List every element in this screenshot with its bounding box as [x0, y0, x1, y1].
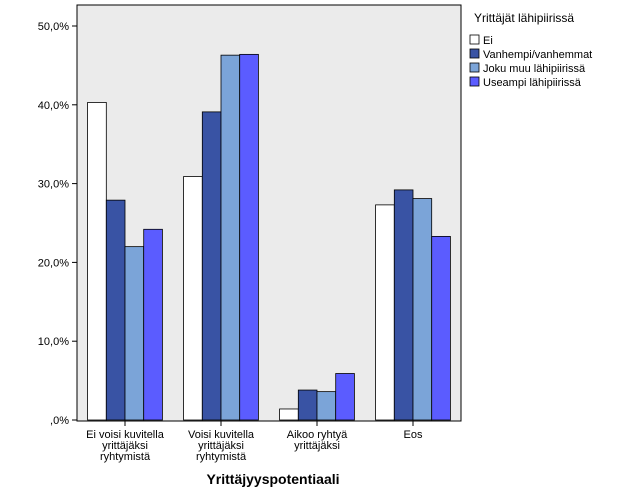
bar [105, 199, 126, 421]
y-tick-label: 40,0% [38, 100, 69, 112]
y-axis: ,0% 10,0% 20,0% 30,0% 40,0% 50,0% [38, 21, 77, 427]
bar [239, 53, 259, 421]
bar [335, 373, 355, 421]
y-tick-label: 20,0% [38, 257, 69, 269]
legend-swatch [469, 76, 480, 87]
x-category-label: Voisi kuvitella yrittäjäksi ryhtymistä [188, 429, 255, 463]
bar [220, 54, 241, 421]
legend-label: Useampi lähipiirissä [483, 77, 582, 89]
legend-swatch [469, 48, 480, 59]
bar [431, 235, 451, 421]
bar [412, 198, 433, 421]
legend-title: Yrittäjät lähipiirissä [474, 11, 574, 25]
x-category-label: Ei voisi kuvitella yrittäjäksi ryhtymistä [86, 429, 165, 463]
bar [279, 408, 299, 421]
y-tick-label: 50,0% [38, 21, 69, 33]
x-category-label: Eos [404, 429, 423, 441]
bar [393, 189, 414, 421]
bar [124, 246, 145, 421]
bar [143, 228, 163, 421]
bar [183, 176, 203, 421]
y-tick-label: 30,0% [38, 179, 69, 191]
legend-label: Vanhempi/vanhemmat [483, 49, 592, 61]
legend: Yrittäjät lähipiirissä Ei Vanhempi/vanhem… [469, 11, 592, 89]
legend-swatch [469, 62, 480, 73]
y-tick-label: ,0% [50, 415, 69, 427]
legend-label: Ei [483, 35, 493, 47]
legend-swatch [469, 34, 480, 45]
bar [297, 389, 318, 421]
legend-label: Joku muu lähipiirissä [483, 63, 586, 75]
x-category-label: Aikoo ryhtyä yrittäjäksi [287, 429, 348, 452]
bar [201, 111, 222, 421]
x-axis-title: Yrittäjyyspotentiaali [206, 471, 339, 487]
x-axis: Ei voisi kuvitella yrittäjäksi ryhtymistä V… [86, 421, 423, 463]
y-tick-label: 10,0% [38, 336, 69, 348]
bar [375, 204, 395, 421]
bar [87, 102, 107, 421]
bar [316, 391, 337, 421]
bars-group [87, 53, 451, 421]
